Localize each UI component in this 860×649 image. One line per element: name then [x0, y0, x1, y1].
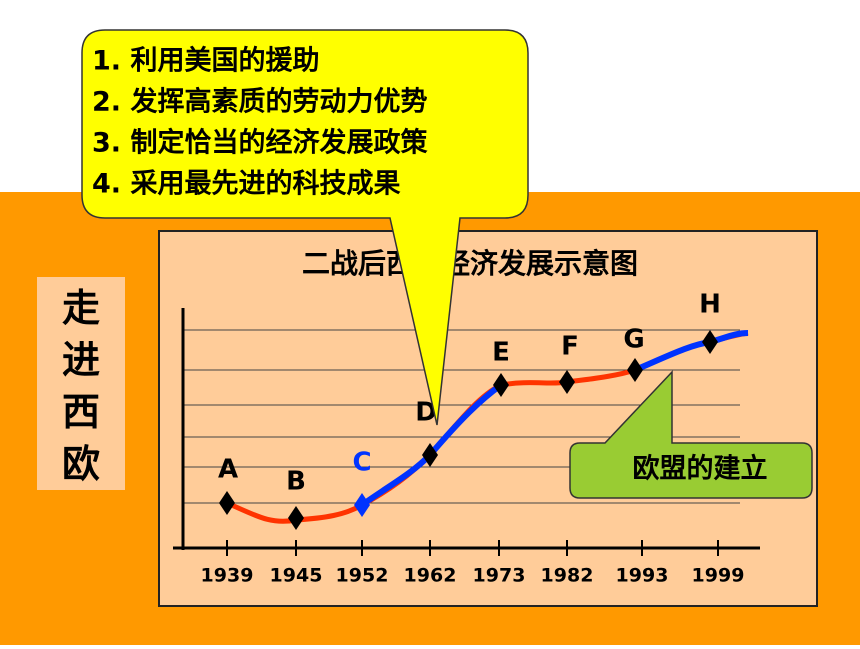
side-title: 走进西欧: [62, 286, 100, 486]
side-box: [37, 277, 125, 490]
point-marker: [422, 443, 438, 467]
note-text: 欧盟的建立: [633, 453, 768, 485]
chart-box: [158, 230, 818, 607]
year-label: 1952: [336, 565, 389, 587]
callout-item: 4. 采用最先进的科技成果: [92, 168, 400, 200]
point-marker: [354, 493, 370, 517]
point-label: C: [352, 448, 371, 478]
year-label: 1962: [404, 565, 457, 587]
point-marker: [219, 491, 235, 515]
callout-items: 1. 利用美国的援助 2. 发挥高素质的劳动力优势 3. 制定恰当的经济发展政策 4.…: [92, 45, 428, 200]
callout: [81, 29, 529, 426]
points: A B C D E F G H: [218, 290, 721, 530]
point-marker: [627, 358, 643, 382]
callout-item: 3. 制定恰当的经济发展政策: [92, 127, 428, 159]
point-label: F: [561, 332, 579, 362]
year-label: 1999: [692, 565, 745, 587]
year-label: 1973: [473, 565, 526, 587]
callout-item: 1. 利用美国的援助: [92, 45, 319, 77]
point-label: A: [218, 455, 238, 485]
year-label: 1982: [541, 565, 594, 587]
chart-title: 二战后西欧经济发展示意图: [302, 247, 638, 280]
point-marker: [559, 370, 575, 394]
x-ticks: 1939 1945 1952 1962 1973 1982 1993 1999: [201, 540, 745, 587]
callout-item: 2. 发挥高素质的劳动力优势: [92, 86, 427, 118]
point-label: E: [492, 338, 510, 368]
point-label: H: [699, 290, 721, 320]
point-label: B: [286, 467, 306, 497]
year-label: 1939: [201, 565, 254, 587]
year-label: 1993: [616, 565, 669, 587]
point-marker: [702, 330, 718, 354]
note-callout: [569, 370, 813, 499]
point-marker: [493, 373, 509, 397]
point-marker: [288, 506, 304, 530]
point-label: G: [623, 325, 644, 355]
point-label: D: [415, 398, 437, 428]
year-label: 1945: [270, 565, 323, 587]
